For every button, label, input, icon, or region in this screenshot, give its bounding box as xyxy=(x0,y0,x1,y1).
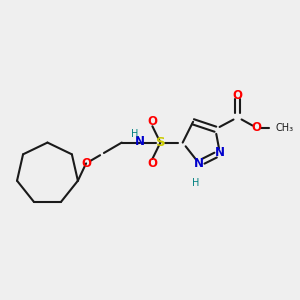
Text: N: N xyxy=(135,135,145,148)
Text: S: S xyxy=(156,136,165,149)
Text: O: O xyxy=(81,157,91,170)
Text: O: O xyxy=(251,121,261,134)
Text: N: N xyxy=(215,146,225,160)
Text: O: O xyxy=(233,88,243,101)
Text: H: H xyxy=(192,178,200,188)
Text: N: N xyxy=(194,157,204,170)
Text: CH₃: CH₃ xyxy=(276,123,294,133)
Text: H: H xyxy=(130,129,138,139)
Text: O: O xyxy=(147,115,158,128)
Text: O: O xyxy=(147,157,158,170)
